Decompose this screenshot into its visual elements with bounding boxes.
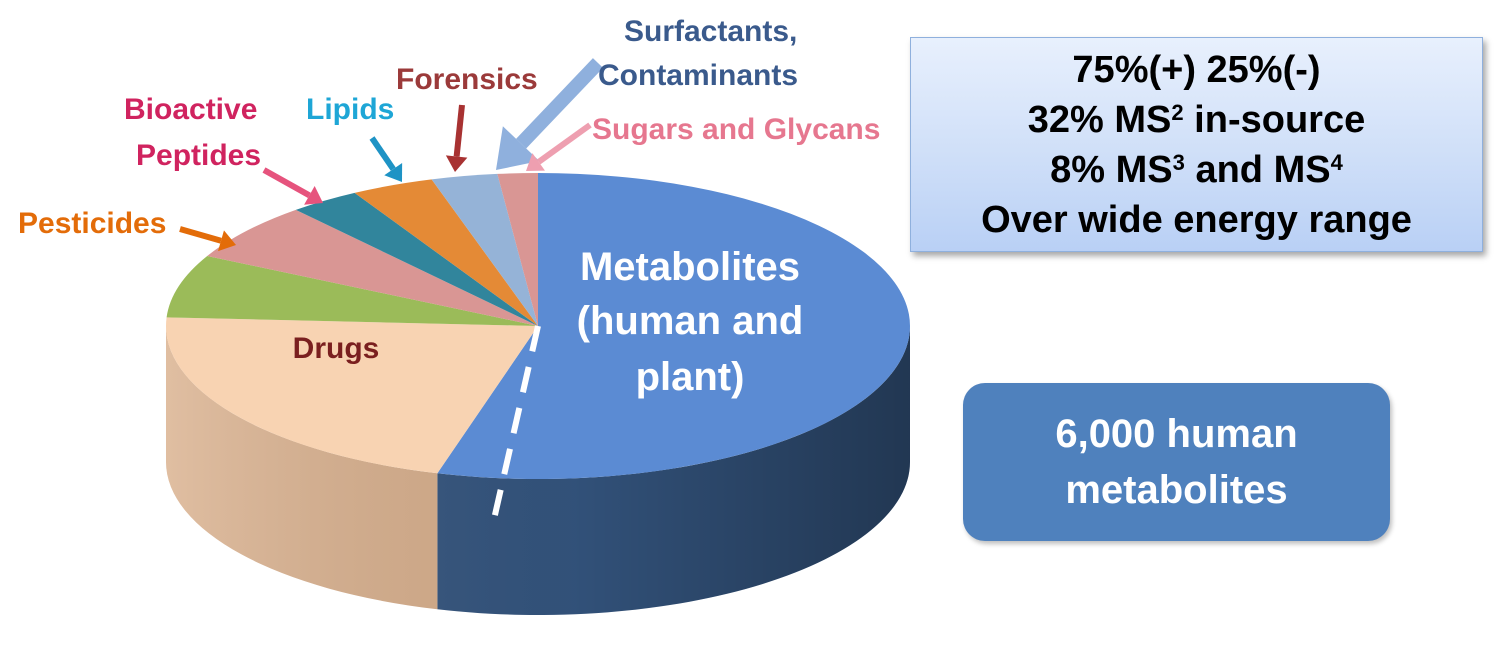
- stats-line-ms3-ms4: 8% MS3 and MS4: [1050, 148, 1343, 191]
- human-box-line2: metabolites: [1065, 468, 1288, 512]
- arrow-bioactive-peptides: [262, 167, 311, 199]
- label-metabolites-line2: (human and: [576, 299, 804, 343]
- human-metabolites-box: 6,000 human metabolites: [963, 383, 1390, 541]
- label-lipids: Lipids: [306, 93, 395, 126]
- slice-metabolites: [437, 173, 910, 480]
- rim-shading: [166, 326, 910, 615]
- slice-bioactive: [207, 209, 539, 326]
- stats-line-ion-mode: 75%(+) 25%(-): [1072, 48, 1321, 91]
- arrow-surfactants-head: [496, 126, 540, 170]
- human-box-line1: 6,000 human: [1055, 412, 1298, 456]
- label-sugars: Sugars and Glycans: [592, 113, 881, 146]
- arrow-sugars-head: [526, 153, 545, 171]
- label-peptides: Peptides: [136, 139, 262, 172]
- arrow-forensics-head: [445, 155, 468, 172]
- arrow-pesticides-head: [218, 230, 236, 252]
- label-forensics: Forensics: [396, 63, 538, 96]
- arrow-sugars: [536, 122, 592, 165]
- arrow-lipids-head: [384, 163, 403, 182]
- stats-line-ms2: 32% MS2 in-source: [1027, 98, 1366, 141]
- label-metabolites-line3: plant): [635, 355, 745, 399]
- slice-sugars-and-glycans: [497, 173, 538, 326]
- slice-surfactants: [431, 173, 538, 326]
- label-metabolites: Metabolites: [579, 245, 801, 289]
- label-drugs: Drugs: [292, 332, 380, 365]
- slice-forensics: [354, 179, 538, 326]
- label-pesticides: Pesticides: [18, 207, 167, 240]
- slice-drugs: [165, 317, 538, 474]
- arrow-lipids: [369, 136, 396, 171]
- arrow-forensics: [453, 104, 465, 157]
- slice-pesticides: [166, 255, 538, 326]
- human-plant-divider: [489, 325, 541, 529]
- stats-line-energy: Over wide energy range: [981, 198, 1412, 241]
- arrow-bioactive-peptides-head: [304, 185, 323, 205]
- label-surfactants: Surfactants,: [624, 15, 798, 48]
- label-contaminants: Contaminants: [598, 59, 799, 92]
- arrow-surfactants: [516, 58, 604, 149]
- label-bioactive: Bioactive: [124, 93, 258, 126]
- slice-lipids: [295, 192, 538, 326]
- stats-box: 75%(+) 25%(-) 32% MS2 in-source 8% MS3 a…: [910, 37, 1483, 252]
- arrow-pesticides: [179, 226, 222, 244]
